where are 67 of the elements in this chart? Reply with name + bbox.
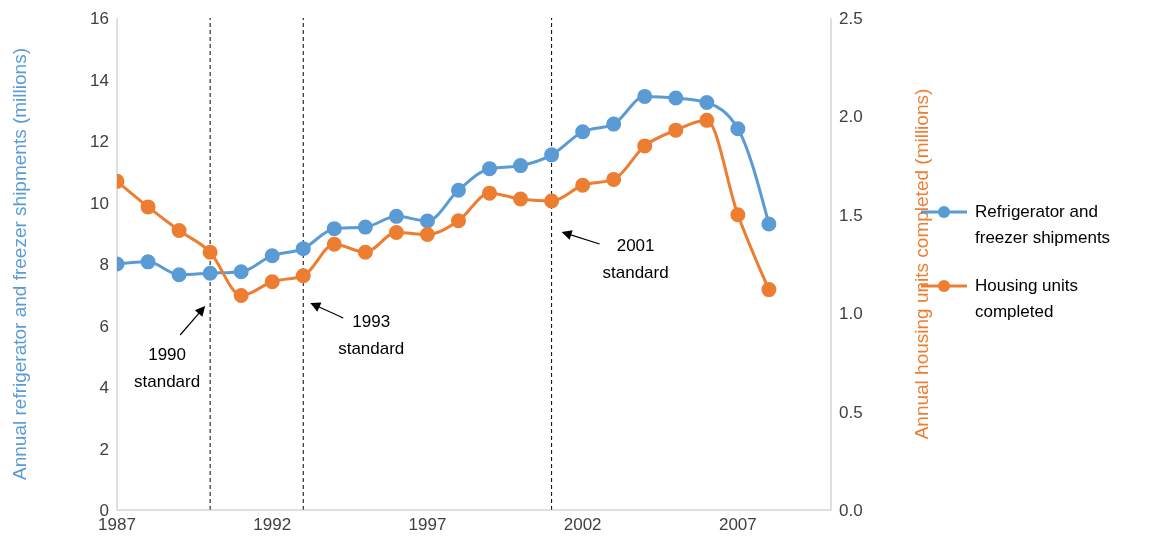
ref-line-label: 1990 standard <box>134 345 201 391</box>
point <box>171 223 187 239</box>
point <box>140 199 156 215</box>
y2-tick-label: 1.0 <box>839 304 863 324</box>
point <box>513 158 529 174</box>
point <box>482 161 498 177</box>
x-tick-label: 1992 <box>253 515 292 535</box>
point <box>233 287 249 303</box>
point <box>482 185 498 201</box>
x-tick-label: 1997 <box>408 515 447 535</box>
point <box>295 241 311 257</box>
y-tick-label: 10 <box>90 193 109 213</box>
point <box>202 244 218 260</box>
point <box>419 213 435 229</box>
ref-line-label: 1993 standard <box>338 312 405 358</box>
point <box>575 177 591 193</box>
point <box>668 90 684 106</box>
legend-label: Refrigerator and freezer shipments <box>975 201 1112 249</box>
point <box>388 225 404 241</box>
x-tick-label: 2007 <box>718 515 757 535</box>
point <box>637 138 653 154</box>
point <box>699 112 715 128</box>
point <box>264 274 280 290</box>
point <box>699 95 715 111</box>
point <box>730 207 746 223</box>
y-tick-label: 2 <box>99 439 109 459</box>
point <box>171 267 187 283</box>
point <box>761 282 777 298</box>
point <box>575 124 591 140</box>
y-tick-label: 12 <box>90 132 109 152</box>
y2-tick-label: 2.0 <box>839 107 863 127</box>
point <box>357 244 373 260</box>
y2-axis-title: Annual housing units completed (millions) <box>910 88 932 440</box>
point <box>233 264 249 280</box>
point <box>637 88 653 104</box>
y2-tick-label: 2.5 <box>839 9 863 29</box>
y-tick-label: 6 <box>99 316 109 336</box>
y-tick-label: 16 <box>90 9 109 29</box>
y-tick-label: 4 <box>99 378 109 398</box>
point <box>264 248 280 264</box>
point <box>668 122 684 138</box>
point <box>761 216 777 232</box>
y-tick-label: 14 <box>90 70 109 90</box>
point <box>544 147 560 163</box>
x-tick-label: 2002 <box>563 515 602 535</box>
point <box>730 121 746 137</box>
y-axis-title: Annual refrigerator and freezer shipments (millions) <box>8 48 30 480</box>
point <box>606 171 622 187</box>
y-tick-label: 8 <box>99 255 109 275</box>
point <box>140 254 156 270</box>
ref-line-label: 2001 standard <box>602 236 669 282</box>
point <box>388 208 404 224</box>
y2-tick-label: 1.5 <box>839 205 863 225</box>
point <box>202 265 218 281</box>
point <box>419 226 435 242</box>
point <box>450 182 466 198</box>
point <box>513 191 529 207</box>
point <box>326 221 342 237</box>
point <box>295 268 311 284</box>
point <box>326 236 342 252</box>
y2-tick-label: 0.5 <box>839 402 863 422</box>
point <box>544 193 560 209</box>
point <box>450 213 466 229</box>
legend-label: Housing units completed <box>975 275 1079 323</box>
point <box>357 219 373 235</box>
point <box>606 116 622 132</box>
y2-tick-label: 0.0 <box>839 501 863 521</box>
